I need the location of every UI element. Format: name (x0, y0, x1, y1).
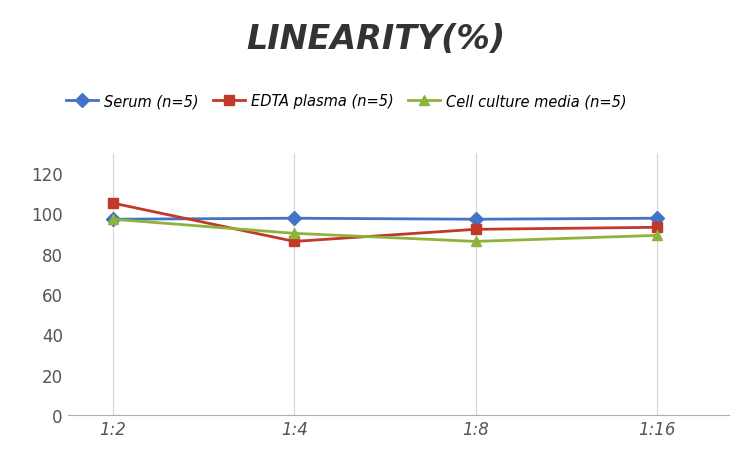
Cell culture media (n=5) (471, 239, 480, 244)
Cell culture media (n=5) (108, 217, 117, 222)
Cell culture media (n=5) (290, 231, 299, 236)
EDTA plasma (n=5) (471, 227, 480, 233)
Serum (n=5) (653, 216, 662, 221)
Serum (n=5) (290, 216, 299, 221)
Legend: Serum (n=5), EDTA plasma (n=5), Cell culture media (n=5): Serum (n=5), EDTA plasma (n=5), Cell cul… (60, 88, 632, 115)
EDTA plasma (n=5) (108, 201, 117, 207)
Line: Cell culture media (n=5): Cell culture media (n=5) (108, 215, 662, 247)
Line: EDTA plasma (n=5): EDTA plasma (n=5) (108, 199, 662, 247)
Text: LINEARITY(%): LINEARITY(%) (247, 23, 505, 55)
EDTA plasma (n=5) (290, 239, 299, 244)
Line: Serum (n=5): Serum (n=5) (108, 214, 662, 225)
Serum (n=5) (471, 217, 480, 222)
EDTA plasma (n=5) (653, 225, 662, 230)
Serum (n=5) (108, 217, 117, 222)
Cell culture media (n=5) (653, 233, 662, 239)
